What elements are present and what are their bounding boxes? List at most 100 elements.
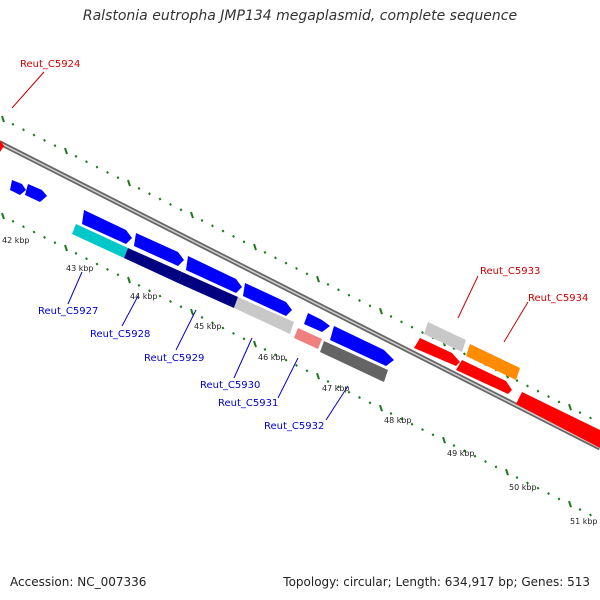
minor-tick (368, 304, 372, 308)
gene-blue-4[interactable] (134, 233, 184, 266)
minor-tick (11, 219, 15, 223)
minor-tick (106, 170, 109, 174)
minor-tick (368, 401, 372, 405)
gene-reut-c5929[interactable] (178, 272, 238, 308)
tick-label: 42 kbp (2, 236, 30, 245)
topology-summary: Topology: circular; Length: 634,917 bp; … (283, 575, 590, 589)
major-tick (127, 276, 131, 284)
minor-tick (179, 208, 183, 212)
minor-tick (421, 331, 424, 334)
minor-tick (274, 353, 277, 357)
label-reut-c5933[interactable]: Reut_C5933 (480, 266, 540, 277)
minor-tick (221, 229, 225, 233)
gene-blue-7[interactable] (304, 313, 330, 332)
major-tick (1, 115, 5, 123)
minor-tick (463, 352, 466, 356)
minor-tick (11, 122, 15, 126)
minor-tick (452, 444, 456, 447)
minor-tick (95, 262, 99, 266)
minor-tick (274, 256, 277, 260)
gene-reut-c5931[interactable] (294, 328, 322, 349)
major-tick (505, 468, 509, 476)
minor-tick (221, 326, 225, 330)
minor-tick (53, 144, 57, 148)
tick-label: 48 kbp (384, 416, 412, 425)
minor-tick (148, 192, 151, 196)
minor-tick (32, 133, 36, 137)
major-tick (316, 275, 320, 283)
label-reut-c5924[interactable]: Reut_C5924 (20, 59, 80, 70)
minor-tick (137, 186, 141, 190)
major-tick (379, 307, 383, 315)
label-reut-c5932[interactable]: Reut_C5932 (264, 421, 324, 432)
major-tick (190, 211, 194, 219)
gene-blue-2[interactable] (25, 184, 47, 202)
minor-tick (148, 289, 151, 293)
tick-label: 45 kbp (194, 322, 222, 331)
major-tick (64, 244, 68, 252)
minor-tick (232, 331, 235, 335)
label-reut-c5928[interactable]: Reut_C5928 (90, 329, 150, 340)
label-reut-c5931[interactable]: Reut_C5931 (218, 398, 278, 409)
minor-tick (242, 337, 246, 341)
minor-tick (547, 492, 550, 496)
minor-tick (515, 476, 519, 480)
gene-blue-5[interactable] (186, 256, 242, 293)
minor-tick (95, 165, 99, 169)
minor-tick (200, 218, 204, 222)
tick-label: 46 kbp (258, 353, 286, 362)
gene-red-3[interactable] (516, 392, 600, 448)
gene-blue-1[interactable] (10, 180, 26, 195)
minor-tick (494, 465, 498, 469)
minor-tick (526, 384, 529, 388)
minor-tick (578, 411, 582, 415)
gene-red-2[interactable] (456, 360, 512, 394)
gene-reut-c5927[interactable] (72, 224, 128, 258)
minor-tick (557, 400, 561, 404)
tick-label: 49 kbp (447, 449, 475, 458)
minor-tick (473, 454, 477, 458)
gene-blue-8[interactable] (330, 326, 394, 366)
gene-reut-c5928[interactable] (124, 248, 182, 283)
gene-reut-c5932[interactable] (320, 341, 388, 382)
minor-tick (263, 251, 267, 254)
minor-tick (211, 224, 214, 228)
minor-tick (284, 261, 288, 265)
minor-tick (337, 288, 340, 292)
label-reut-c5934[interactable]: Reut_C5934 (528, 293, 588, 304)
tick-row-inner (1, 212, 592, 517)
minor-tick (242, 240, 246, 244)
gene-reut-c5930[interactable] (234, 297, 294, 334)
minor-tick (410, 422, 414, 426)
gene-reut-c5934[interactable] (466, 344, 520, 380)
minor-tick (421, 428, 424, 431)
minor-tick (463, 449, 466, 453)
minor-tick (337, 385, 340, 389)
label-reut-c5929[interactable]: Reut_C5929 (144, 353, 204, 364)
minor-tick (578, 508, 582, 512)
tick-label: 47 kbp (322, 384, 350, 393)
minor-tick (232, 234, 235, 238)
gene-reut-c5933[interactable] (424, 322, 466, 352)
minor-tick (137, 283, 141, 287)
gene-reut-c5924[interactable] (0, 140, 4, 152)
major-tick (568, 500, 572, 508)
gene-blue-6[interactable] (243, 283, 292, 316)
accession-text: Accession: NC_007336 (10, 575, 147, 589)
label-reut-c5930[interactable]: Reut_C5930 (200, 380, 260, 391)
minor-tick (158, 294, 162, 298)
gene-blue-3[interactable] (82, 210, 132, 244)
minor-tick (305, 272, 309, 276)
minor-tick (116, 176, 120, 180)
minor-tick (515, 379, 519, 383)
minor-tick (484, 460, 487, 463)
minor-tick (85, 160, 88, 164)
minor-tick (169, 299, 172, 303)
minor-tick (547, 395, 550, 399)
minor-tick (22, 128, 25, 132)
gene-track (0, 140, 600, 448)
gene-red-1[interactable] (414, 338, 460, 366)
label-reut-c5927[interactable]: Reut_C5927 (38, 306, 98, 317)
minor-tick (22, 225, 25, 229)
minor-tick (116, 273, 120, 277)
